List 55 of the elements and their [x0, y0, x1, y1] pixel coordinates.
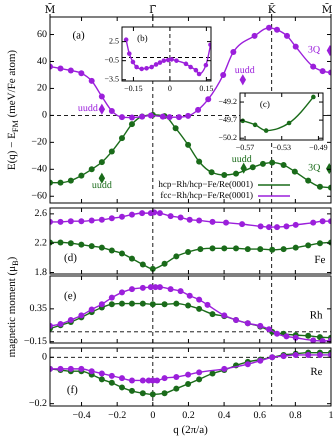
annotation: (c) — [260, 99, 270, 110]
y-tick-label: 0 — [42, 110, 47, 121]
y-tick-label: −0.15 — [24, 336, 47, 347]
y-tick-label: 20 — [37, 82, 47, 94]
x-tick-label: −0.53 — [272, 143, 291, 152]
x-tick-label: 0 — [150, 410, 156, 421]
y-tick-label: −3.5 — [104, 74, 119, 84]
x-tick-label: 1 — [328, 410, 334, 421]
annotation: 3Q — [308, 44, 321, 56]
ref-line-label: Γ̄ — [149, 4, 156, 16]
annotation: Re — [310, 365, 323, 378]
y-tick-label: −20 — [31, 136, 47, 148]
annotation: Fe — [314, 254, 326, 266]
legend-label: fcc−Rh/hcp−Fe/Re(0001) — [160, 190, 253, 200]
y-tick-label: −60 — [31, 190, 47, 202]
y-tick-label: −49.7 — [218, 114, 237, 124]
y-tick-label: 0.35 — [30, 303, 47, 314]
x-tick-label: 0.8 — [289, 410, 302, 421]
y-tick-label: 40 — [37, 56, 47, 67]
annotation: uudd — [232, 154, 252, 166]
annotation: uudd — [92, 180, 112, 192]
legend-label: hcp−Rh/hcp−Fe/Re(0001) — [158, 179, 253, 190]
y-tick-label: −0.5 — [104, 56, 119, 65]
y-tick-label: 2.6 — [34, 208, 47, 220]
x-tick-label: −0.57 — [236, 143, 254, 152]
y-tick-label: 2.5 — [109, 36, 119, 46]
y-tick-label: 2.2 — [34, 237, 47, 248]
y-tick-label: −0.2 — [28, 398, 47, 409]
ref-line-label: K̄ — [268, 3, 276, 16]
annotation: (a) — [72, 29, 86, 42]
x-tick-label: −0.4 — [72, 410, 91, 421]
annotation: (e) — [64, 290, 77, 302]
ref-line-label: M̄ — [44, 3, 56, 16]
annotation: uudd — [78, 103, 98, 114]
x-tick-label: 0.15 — [199, 84, 214, 93]
y-tick-label: 1.8 — [34, 266, 47, 278]
ref-line-label: M̄ — [322, 3, 333, 16]
annotation: (f) — [66, 383, 78, 396]
annotation: 3Q — [308, 162, 322, 174]
y-tick-label: −50.2 — [218, 133, 237, 142]
annotation: (d) — [64, 252, 78, 264]
x-tick-label: −0.49 — [309, 143, 328, 152]
y-tick-label: 0 — [42, 352, 47, 363]
annotation: (b) — [137, 32, 148, 43]
x-tick-label: −0.15 — [124, 84, 143, 93]
x-tick-label: 0.2 — [182, 410, 195, 421]
annotation: uudd — [234, 65, 255, 76]
x-tick-label: 0 — [168, 84, 172, 93]
annotation: Rh — [310, 309, 324, 322]
y-tick-label: −49.2 — [218, 96, 237, 106]
x-tick-label: 0.6 — [253, 410, 266, 421]
y-tick-label: −40 — [31, 164, 47, 175]
x-axis-title: q (2π/a) — [173, 424, 208, 436]
x-tick-label: 0.4 — [218, 410, 230, 421]
y-tick-label: 60 — [37, 28, 47, 40]
